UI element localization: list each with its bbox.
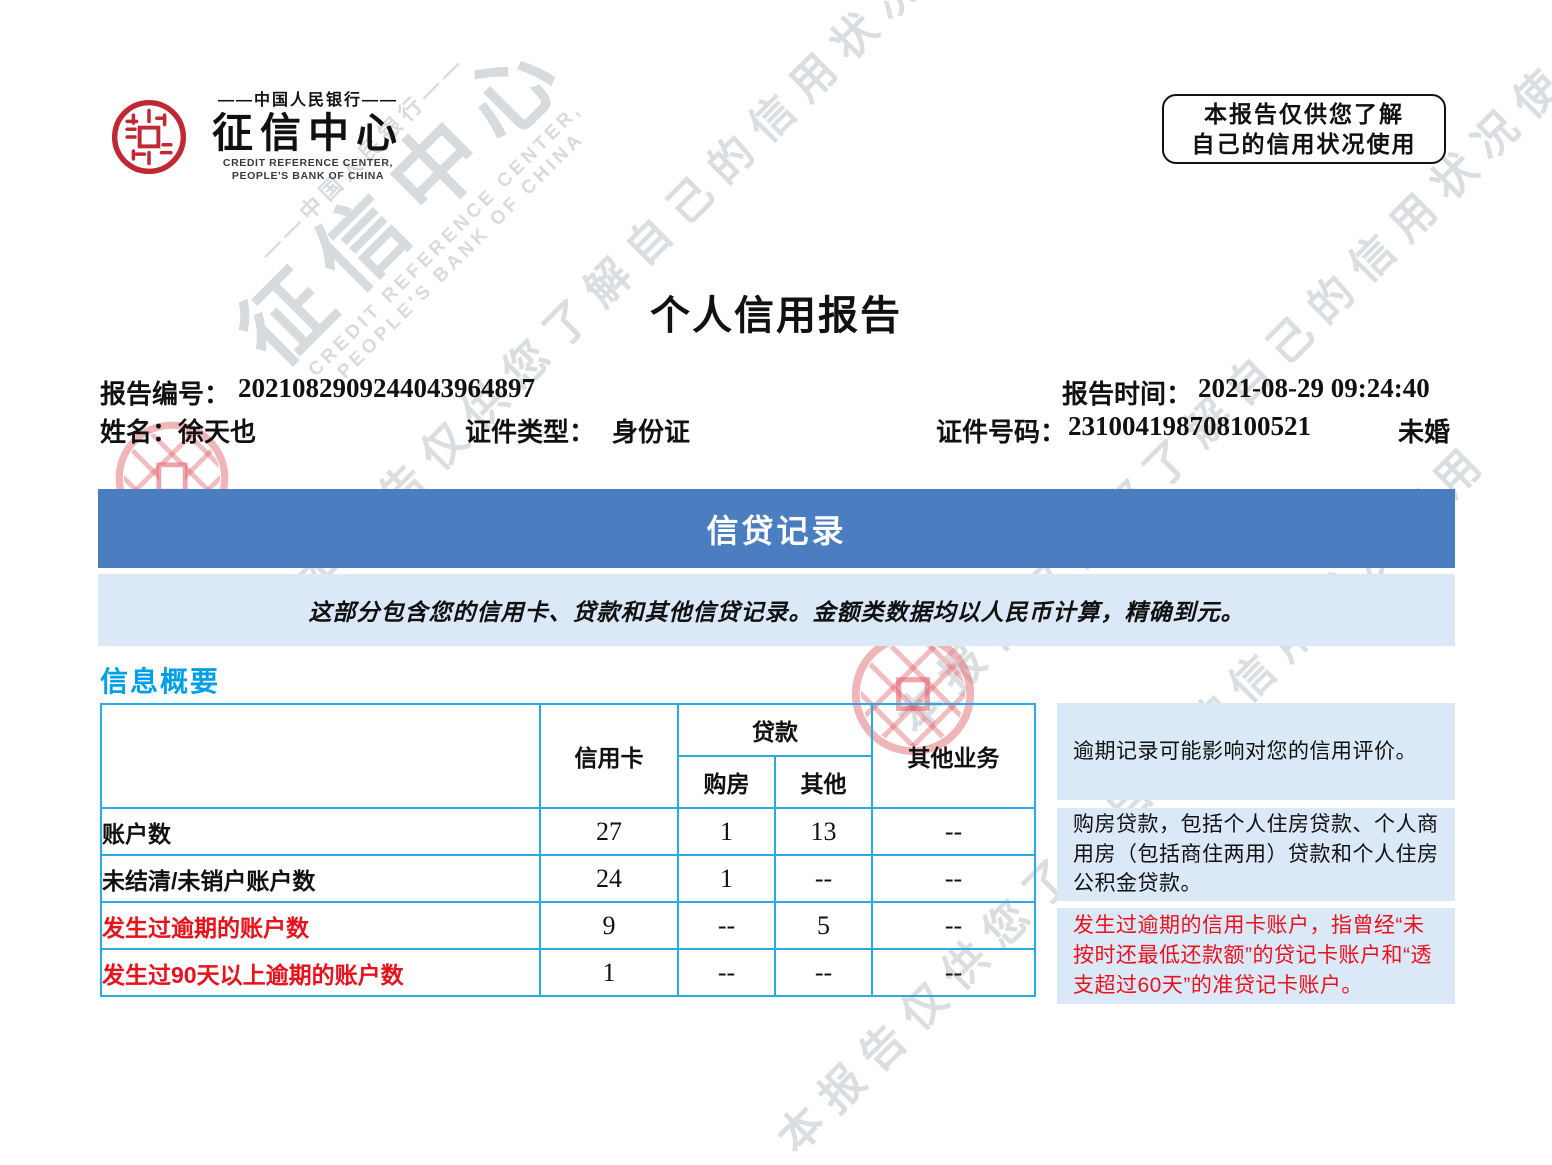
cell-value: 9 (539, 901, 679, 950)
note-text: 发生过逾期的信用卡账户，指曾经“未按时还最低还款额”的贷记卡账户和“透支超过60… (1073, 914, 1432, 997)
col-header-loan-house: 购房 (677, 755, 776, 809)
note-overdue-impact: 逾期记录可能影响对您的信用评价。 (1057, 703, 1455, 800)
id-type-value: 身份证 (612, 417, 691, 447)
logo-english-line1: CREDIT REFERENCE CENTER, (222, 157, 394, 170)
notice-box: 本报告仅供您了解 自己的信用状况使用 (1162, 94, 1446, 164)
table-row: 发生过逾期的账户数 9 -- 5 -- (100, 901, 1036, 950)
cell-value: -- (677, 901, 776, 950)
section-banner-credit-records: 信贷记录 (98, 489, 1455, 568)
row-label-overdue-90d: 发生过90天以上逾期的账户数 (100, 948, 541, 997)
col-header-credit-card: 信用卡 (539, 703, 679, 809)
cell-value: -- (871, 901, 1036, 950)
cell-value: 1 (677, 807, 776, 856)
section-description: 这部分包含您的信用卡、贷款和其他信贷记录。金额类数据均以人民币计算，精确到元。 (98, 574, 1455, 646)
col-header-loan: 贷款 (677, 703, 873, 757)
cell-value: -- (677, 948, 776, 997)
cell-value: -- (774, 948, 873, 997)
summary-table: 信用卡 贷款 其他业务 购房 其他 账户数 27 1 13 -- 未结清/未销户… (100, 703, 1036, 997)
cell-value: 24 (539, 854, 679, 903)
cell-value: 13 (774, 807, 873, 856)
cell-value: -- (774, 854, 873, 903)
report-time-value: 2021-08-29 09:24:40 (1198, 373, 1430, 403)
logo-center-name: 征信中心 (212, 110, 404, 156)
cell-value: -- (871, 948, 1036, 997)
id-no-label: 证件号码： (936, 417, 1067, 447)
name-label: 姓名： (100, 417, 179, 447)
report-no-label: 报告编号： (100, 379, 231, 409)
cell-value: 1 (539, 948, 679, 997)
marital-status: 未婚 (1398, 417, 1451, 447)
table-row: 未结清/未销户账户数 24 1 -- -- (100, 854, 1036, 903)
id-no-value: 231004198708100521 (1068, 411, 1311, 441)
note-text: 逾期记录可能影响对您的信用评价。 (1073, 739, 1417, 763)
logo-english-line2: PEOPLE'S BANK OF CHINA (231, 170, 385, 183)
note-overdue-card-definition: 发生过逾期的信用卡账户，指曾经“未按时还最低还款额”的贷记卡账户和“透支超过60… (1057, 908, 1455, 1004)
summary-heading: 信息概要 (100, 666, 221, 697)
row-label: 未结清/未销户账户数 (100, 854, 541, 903)
page-title: 个人信用报告 (650, 294, 902, 338)
credit-center-seal-icon (111, 99, 187, 175)
col-header-other-business: 其他业务 (871, 703, 1036, 809)
row-label-overdue: 发生过逾期的账户数 (100, 901, 541, 950)
col-header-loan-other: 其他 (774, 755, 873, 809)
cell-value: -- (871, 854, 1036, 903)
report-no-value: 2021082909244043964897 (238, 373, 535, 403)
name-value: 徐天也 (178, 417, 257, 447)
cell-value: 1 (677, 854, 776, 903)
notice-line2: 自己的信用状况使用 (1191, 131, 1417, 157)
report-time-label: 报告时间： (1062, 379, 1193, 409)
logo-bank-name: ——中国人民银行—— (217, 92, 398, 109)
cell-value: 27 (539, 807, 679, 856)
id-type-label: 证件类型： (465, 417, 596, 447)
row-label: 账户数 (100, 807, 541, 856)
cell-value: 5 (774, 901, 873, 950)
table-row: 账户数 27 1 13 -- (100, 807, 1036, 856)
header-logo: ——中国人民银行—— 征信中心 CREDIT REFERENCE CENTER,… (192, 86, 424, 183)
note-text: 购房贷款，包括个人住房贷款、个人商用房（包括商住两用）贷款和个人住房公积金贷款。 (1073, 812, 1439, 896)
note-house-loan-definition: 购房贷款，包括个人住房贷款、个人商用房（包括商住两用）贷款和个人住房公积金贷款。 (1057, 808, 1455, 901)
notice-line1: 本报告仅供您了解 (1204, 100, 1404, 127)
table-row: 发生过90天以上逾期的账户数 1 -- -- -- (100, 948, 1036, 997)
cell-value: -- (871, 807, 1036, 856)
col-header-empty (100, 703, 541, 809)
